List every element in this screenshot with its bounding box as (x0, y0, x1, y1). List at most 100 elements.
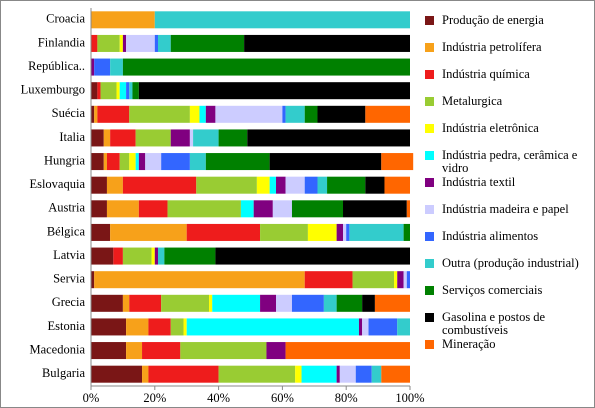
bar-segment (253, 200, 273, 218)
bar-segment (122, 34, 127, 52)
x-tick-label: 60% (271, 391, 294, 405)
bar-segment (157, 247, 165, 265)
bar-segment (91, 153, 104, 171)
bar-segment (199, 105, 206, 123)
legend-item: Metalurgica (423, 95, 593, 108)
bar-segment (403, 223, 410, 241)
bar-segment (91, 82, 98, 100)
bar-segment (91, 176, 107, 194)
bar-segment (317, 105, 366, 123)
bar-segment (97, 34, 120, 52)
bar-segment (212, 294, 261, 312)
legend-swatch (425, 340, 434, 349)
bar-segment (110, 129, 136, 147)
legend-label: Indústria eletrônica (442, 121, 539, 135)
bar-segment (285, 176, 305, 194)
legend-label: Outra (produção industrial) (442, 256, 579, 270)
bar-segment (170, 318, 184, 336)
bar-segment (94, 58, 111, 76)
y-tick-label: Estonia (48, 319, 86, 333)
bar-segment (129, 153, 136, 171)
bar-segment (215, 105, 283, 123)
bar-segment (304, 105, 318, 123)
y-tick-label: Eslovaquia (29, 177, 85, 191)
bar-segment (276, 176, 286, 194)
bar-segment (91, 129, 104, 147)
bar-segment (282, 105, 286, 123)
legend-swatch (425, 286, 434, 295)
bar-segment (129, 82, 133, 100)
bar-segment (343, 223, 347, 241)
legend-item: Indústria pedra, cerâmica e vidro (423, 149, 593, 175)
bar-segment (180, 342, 267, 360)
bar-segment (276, 294, 292, 312)
bar-segment (189, 153, 206, 171)
bar-segment (91, 200, 107, 218)
bar-segment (135, 153, 139, 171)
legend-swatch (425, 313, 434, 322)
bar-segment (403, 271, 407, 289)
legend-swatch (425, 43, 434, 52)
bar-segment (122, 176, 197, 194)
bar-segment (91, 294, 123, 312)
bar-segment (394, 271, 398, 289)
bar-segment (247, 129, 410, 147)
bar-segment (336, 365, 340, 383)
y-tick-label: Suécia (52, 106, 86, 120)
bar-segment (106, 176, 123, 194)
bar-segment (94, 271, 305, 289)
bar-segment (374, 294, 410, 312)
bar-segment (186, 318, 359, 336)
bar-segment (126, 34, 155, 52)
bar-segment (215, 247, 410, 265)
bar-segment (291, 294, 324, 312)
bar-segment (100, 82, 117, 100)
bar-segment (362, 294, 375, 312)
bar-segment (346, 223, 350, 241)
bar-segment (291, 200, 344, 218)
bar-segment (218, 365, 296, 383)
bar-segment (91, 223, 111, 241)
bar-segment (91, 247, 114, 265)
bar-segment (189, 129, 194, 147)
bar-segment (97, 82, 101, 100)
y-tick-label: Finlandia (38, 35, 86, 49)
legend-label: Metalurgica (442, 94, 503, 108)
y-tick-label: Hungria (44, 153, 85, 167)
legend-swatch (425, 259, 434, 268)
bar-segment (161, 153, 190, 171)
x-tick-label: 40% (207, 391, 230, 405)
legend-label: Gasolina e postos de combustíveis (442, 310, 546, 337)
bar-segment (138, 82, 410, 100)
x-tick-label: 0% (83, 391, 100, 405)
bar-segment (142, 365, 149, 383)
bar-segment (132, 82, 139, 100)
bar-segment (129, 294, 162, 312)
legend-swatch (425, 151, 434, 160)
bar-segment (304, 176, 318, 194)
bar-segment (244, 34, 410, 52)
bar-segment (304, 271, 353, 289)
legend-swatch (425, 178, 434, 187)
bar-segment (103, 153, 107, 171)
bar-segment (91, 105, 95, 123)
bar-segment (91, 318, 127, 336)
x-tick-label: 80% (335, 391, 358, 405)
bar-segment (148, 318, 171, 336)
bar-segment (307, 223, 337, 241)
bar-segment (154, 34, 158, 52)
bar-segment (272, 200, 292, 218)
bar-segment (122, 247, 152, 265)
bar-segment (355, 365, 372, 383)
bar-segment (183, 318, 187, 336)
x-tick-label: 100% (395, 391, 424, 405)
bar-segment (151, 247, 155, 265)
bar-segment (260, 294, 277, 312)
y-tick-label: Luxemburgo (21, 83, 85, 97)
bar-segment (343, 200, 407, 218)
bar-segment (406, 271, 410, 289)
legend-label: Indústria textil (442, 175, 516, 189)
y-tick-label: Italia (59, 130, 85, 144)
legend-swatch (425, 124, 434, 133)
